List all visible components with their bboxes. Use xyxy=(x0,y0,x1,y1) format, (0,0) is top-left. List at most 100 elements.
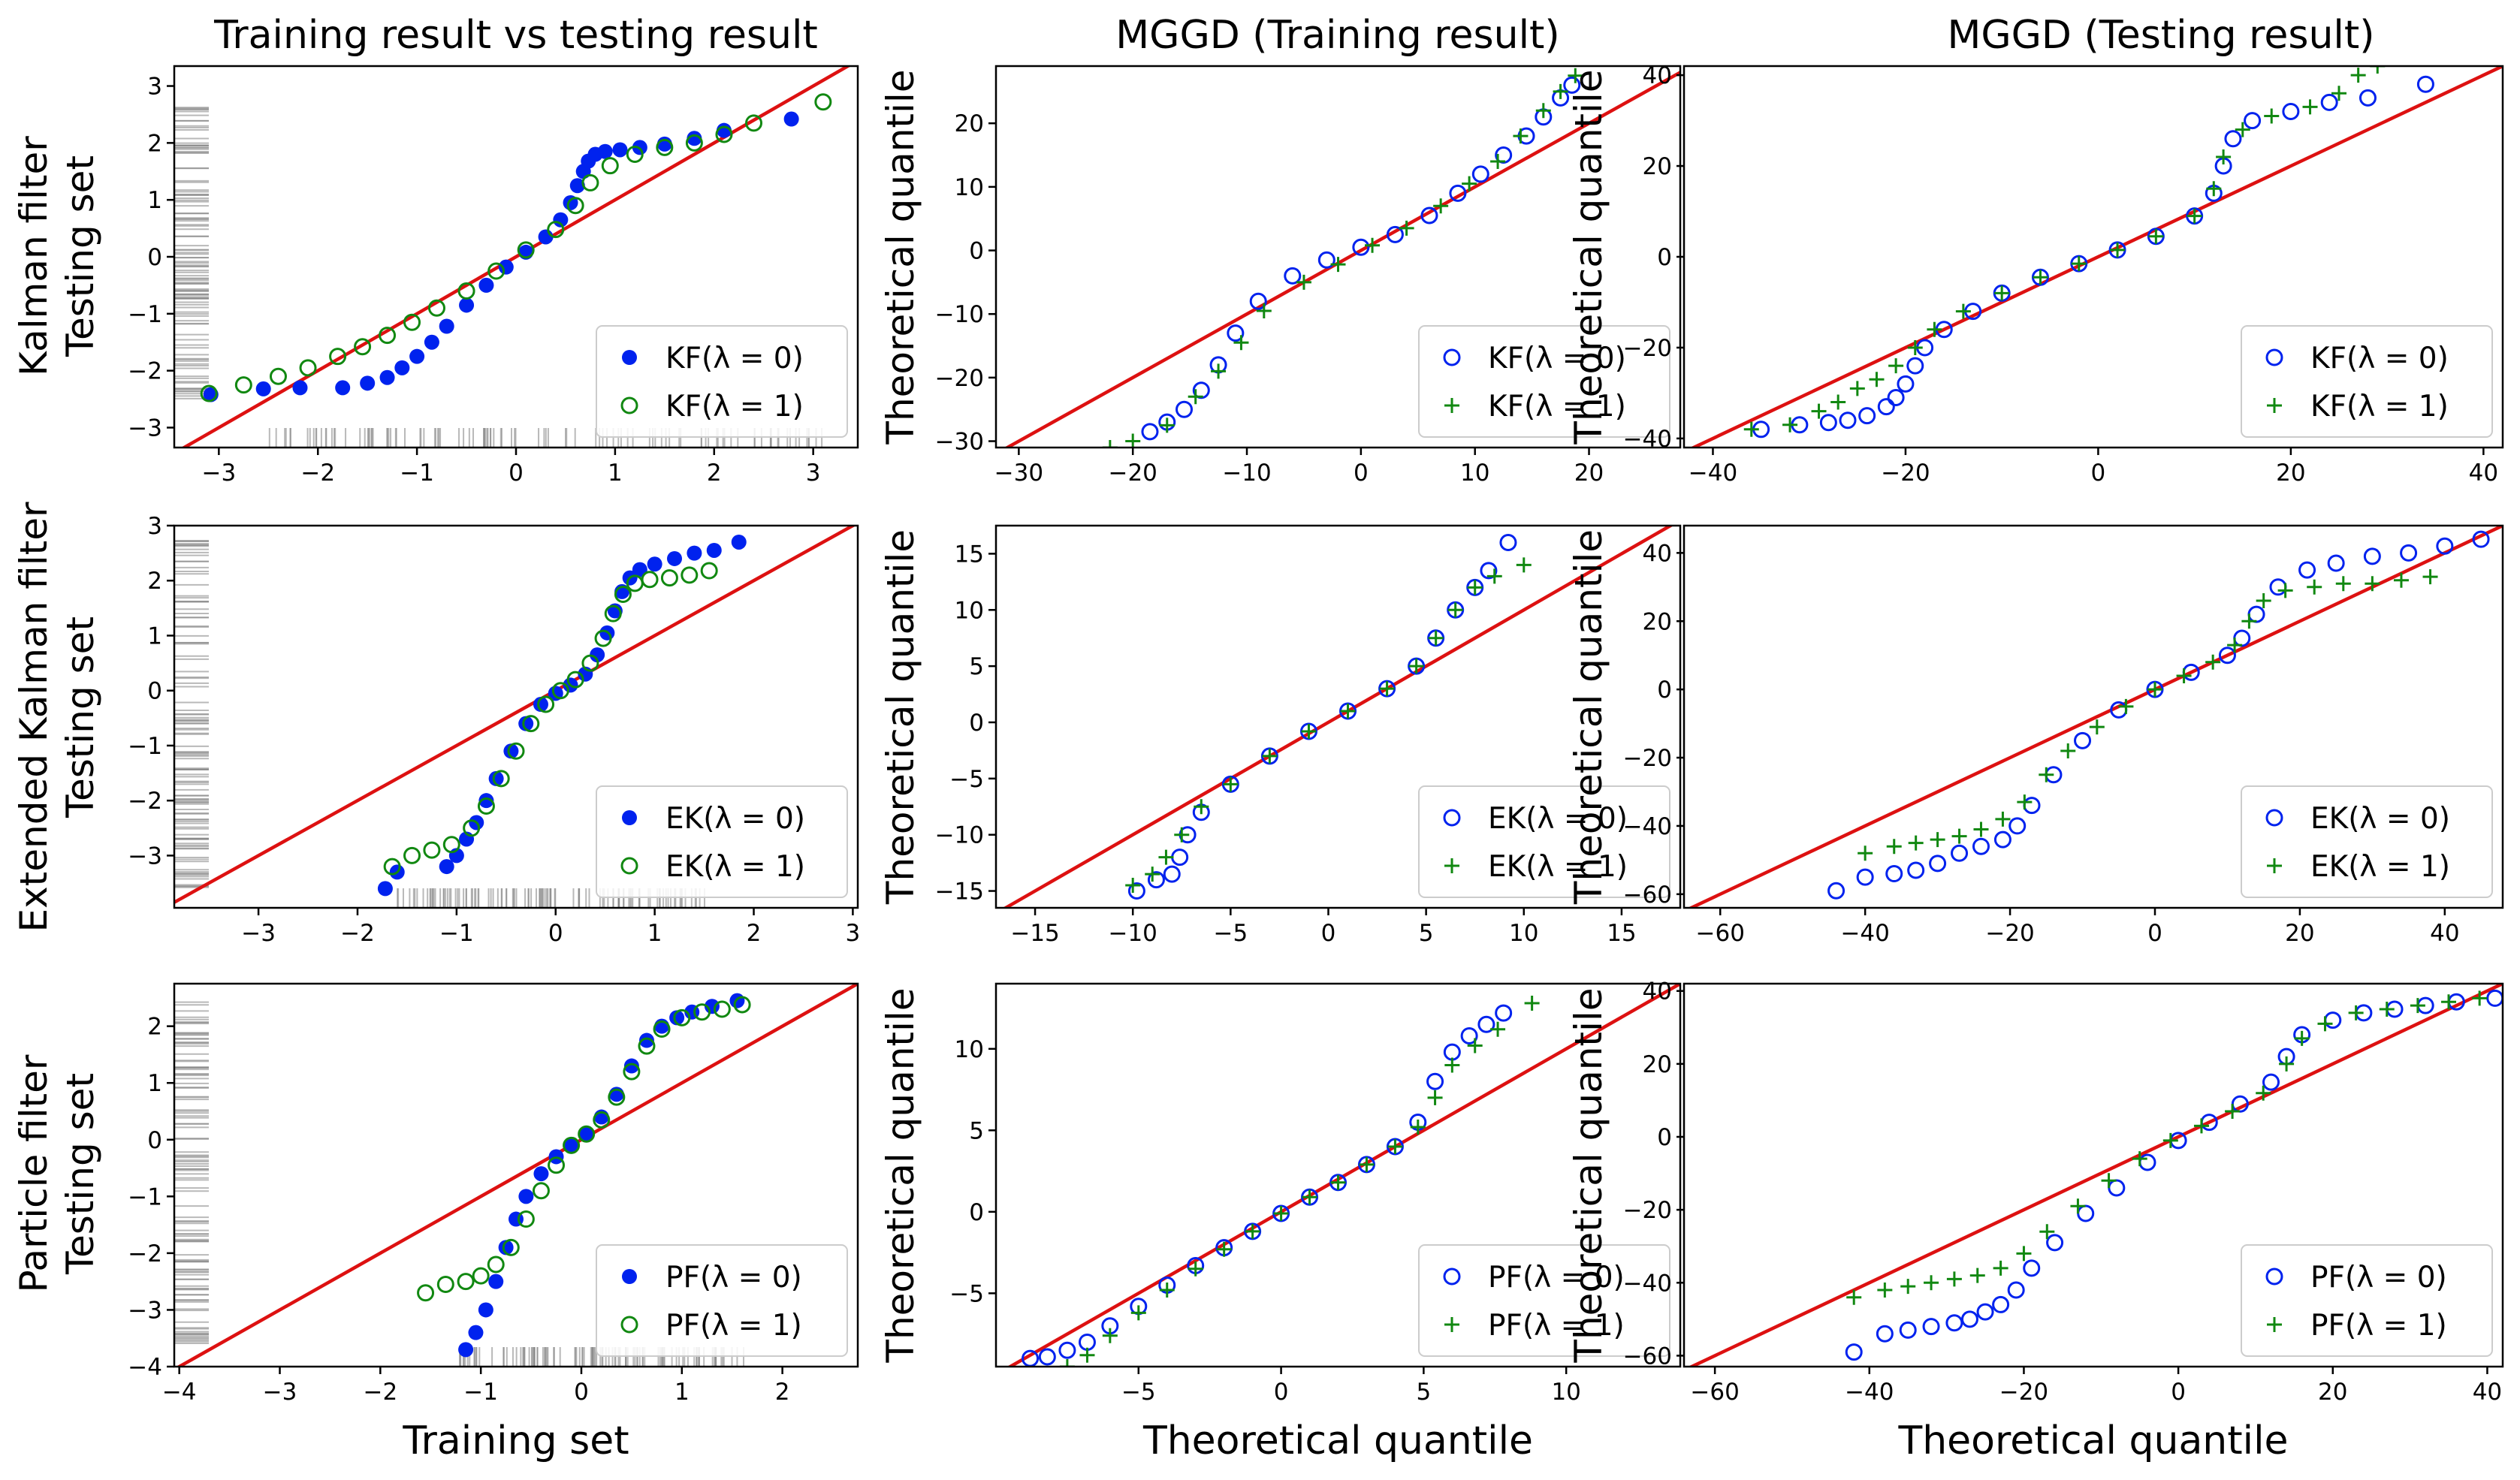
data-point xyxy=(2277,583,2293,598)
data-point xyxy=(1846,1289,1862,1305)
data-point xyxy=(1819,414,1837,432)
plot-area xyxy=(174,984,858,1367)
data-point xyxy=(1922,1318,1940,1336)
x-tick-label: 40 xyxy=(2469,460,2498,487)
reference-line xyxy=(1002,526,1674,908)
x-tick-label: 20 xyxy=(2276,460,2305,487)
data-point xyxy=(2247,605,2265,623)
data-point xyxy=(2138,1153,2156,1171)
data-point xyxy=(1951,828,1967,844)
ticks: −40 −20 0 20 40 −40 −20 0 20 40 xyxy=(1623,62,2499,487)
y-tick-label: 15 xyxy=(955,541,984,568)
x-tick-label: −10 xyxy=(1222,460,1271,487)
data-point xyxy=(1420,206,1438,225)
data-point xyxy=(1535,103,1551,119)
data-point xyxy=(660,569,678,587)
data-point xyxy=(632,562,647,577)
data-point xyxy=(604,604,622,622)
rug-marks xyxy=(174,107,823,448)
data-point xyxy=(1516,557,1532,573)
data-point xyxy=(1125,878,1141,894)
legend-marker xyxy=(622,1269,637,1284)
y-tick-label: 1 xyxy=(147,622,162,650)
data-point xyxy=(394,360,410,375)
axes-frame xyxy=(173,982,859,1368)
data-point xyxy=(403,846,421,864)
series-2 xyxy=(1858,569,2438,861)
data-point xyxy=(1174,827,1190,842)
row-label-ekf-line1: Extended Kalman filter xyxy=(12,502,56,932)
data-point xyxy=(2132,1151,2147,1167)
y-axis-label: Theoretical quantile xyxy=(879,529,922,905)
x-axis-label: Theoretical quantile xyxy=(1897,1418,2288,1463)
data-point xyxy=(2400,544,2418,562)
data-point xyxy=(1447,602,1463,618)
legend-marker xyxy=(1444,398,1459,413)
data-point xyxy=(1839,411,1857,430)
data-point xyxy=(1460,1026,1478,1044)
y-tick-label: −3 xyxy=(128,842,162,870)
data-point xyxy=(498,1240,514,1255)
x-tick-label: 0 xyxy=(2147,920,2162,947)
data-point xyxy=(1856,868,1874,886)
data-point xyxy=(745,114,763,132)
data-point xyxy=(533,697,548,713)
data-point xyxy=(1811,403,1827,419)
data-point xyxy=(1929,855,1947,873)
x-tick-label: −20 xyxy=(1999,1379,2048,1406)
data-point xyxy=(2070,1198,2086,1214)
legend-label: KF(λ = 1) xyxy=(1488,390,1626,424)
data-point xyxy=(1973,821,1989,837)
data-point xyxy=(200,384,218,402)
data-point xyxy=(612,142,628,158)
data-point xyxy=(2017,794,2033,810)
data-point xyxy=(1906,357,1924,375)
data-point xyxy=(1995,811,2011,827)
ticks: −3 −2 −1 0 1 2 3 −3 −2 −1 0 1 2 3 xyxy=(128,513,860,947)
data-point xyxy=(623,1063,641,1081)
data-point xyxy=(1175,400,1194,418)
series-2 xyxy=(1846,990,2488,1305)
panel-r2-c1: −5 0 5 10 −5 0 5 10 Theoretical quantile Theoreti… xyxy=(879,982,1682,1463)
data-point xyxy=(379,369,395,385)
series-2 xyxy=(1125,557,1532,894)
data-point xyxy=(1426,1072,1444,1090)
y-tick-label: 0 xyxy=(1657,244,1672,271)
data-point xyxy=(1830,394,1846,410)
y-tick-label: −4 xyxy=(128,1354,162,1381)
data-point xyxy=(1471,165,1489,183)
legend: KF(λ = 0) KF(λ = 1) xyxy=(2241,325,2493,438)
data-point xyxy=(2317,1016,2333,1032)
data-point xyxy=(379,327,397,345)
data-point xyxy=(2241,613,2257,629)
y-tick-label: −3 xyxy=(128,414,162,442)
data-point xyxy=(2233,629,2251,647)
legend-box xyxy=(1418,1244,1670,1357)
panel-r1-c1: −15 −10 −5 0 5 10 15 −15 −10 −5 0 5 10 15 Theoretical … xyxy=(879,524,1682,947)
x-tick-label: 1 xyxy=(647,920,662,947)
data-point xyxy=(733,996,751,1014)
y-tick-label: 1 xyxy=(147,1070,162,1097)
y-tick-label: 40 xyxy=(1643,62,1672,89)
data-point xyxy=(488,770,504,786)
data-point xyxy=(2436,537,2454,555)
reference-line xyxy=(1687,526,2503,908)
plot-area xyxy=(1688,984,2503,1367)
data-point xyxy=(1330,257,1346,273)
data-point xyxy=(488,1274,504,1289)
plot-area xyxy=(1006,984,1680,1367)
axes-frame xyxy=(994,982,1682,1368)
data-point xyxy=(377,881,393,897)
data-point xyxy=(551,682,569,700)
data-point xyxy=(814,93,832,111)
data-point xyxy=(1245,1223,1260,1239)
x-tick-label: 0 xyxy=(574,1379,589,1406)
data-point xyxy=(1171,849,1189,867)
data-point xyxy=(458,1342,474,1358)
data-point xyxy=(299,359,317,377)
legend-marker xyxy=(622,350,637,365)
data-point xyxy=(439,318,454,334)
x-tick-label: −10 xyxy=(1108,920,1157,947)
data-point xyxy=(503,743,519,759)
data-point xyxy=(1499,533,1517,551)
